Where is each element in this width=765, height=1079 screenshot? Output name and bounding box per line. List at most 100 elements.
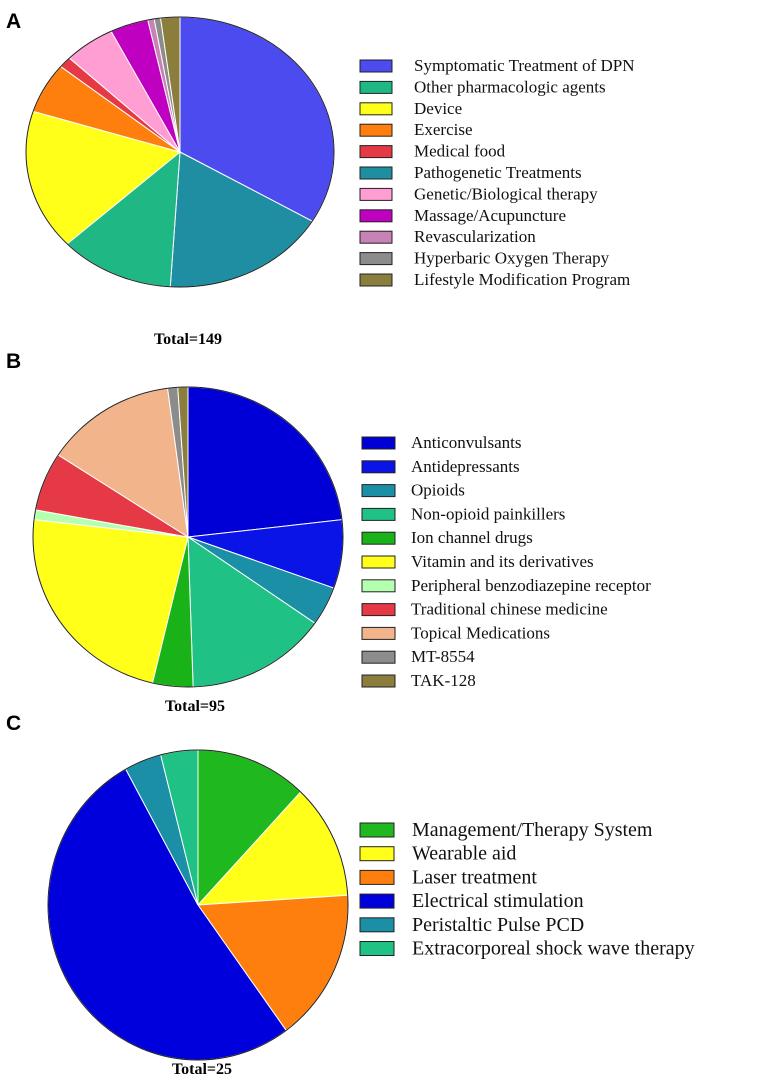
legend-swatch <box>359 869 395 885</box>
legend-b: Anticonvulsants Antidepressants Opioids Non… <box>361 433 651 690</box>
legend-item: Massage/Acupuncture <box>359 206 566 225</box>
legend-swatch <box>359 917 395 933</box>
legend-item: Pathogenetic Treatments <box>359 163 582 182</box>
legend-item: Exercise <box>359 120 473 139</box>
legend-swatch <box>361 650 396 664</box>
legend-swatch <box>359 80 393 94</box>
legend-label: Symptomatic Treatment of DPN <box>414 56 635 75</box>
legend-item: Ion channel drugs <box>361 528 533 547</box>
legend-swatch <box>359 252 393 266</box>
legend-label: Topical Medications <box>411 623 550 642</box>
legend-swatch <box>361 603 396 617</box>
legend-item: Peripheral benzodiazepine receptor <box>361 576 651 595</box>
legend-swatch <box>361 460 396 474</box>
legend-item: Wearable aid <box>359 843 516 865</box>
legend-swatch <box>359 166 393 180</box>
legend-label: Lifestyle Modification Program <box>414 270 630 289</box>
legend-swatch <box>361 436 396 450</box>
legend-a: Symptomatic Treatment of DPN Other pharma… <box>359 56 635 289</box>
legend-label: Anticonvulsants <box>411 433 522 452</box>
legend-item: Medical food <box>359 142 506 161</box>
legend-item: TAK-128 <box>361 671 476 690</box>
legend-swatch <box>359 941 395 956</box>
legend-item: Other pharmacologic agents <box>359 77 606 96</box>
legend-label: Non-opioid painkillers <box>411 504 565 523</box>
legend-label: Electrical stimulation <box>412 890 584 912</box>
legend-item: Symptomatic Treatment of DPN <box>359 56 635 75</box>
legend-item: Management/Therapy System <box>359 819 653 841</box>
legend-label: Other pharmacologic agents <box>414 77 606 96</box>
legend-label: Opioids <box>411 481 465 500</box>
legend-swatch <box>361 555 396 569</box>
pie-outline <box>47 749 349 1061</box>
legend-label: Genetic/Biological therapy <box>414 184 598 203</box>
legend-label: TAK-128 <box>411 671 476 690</box>
legend-swatch <box>361 626 396 640</box>
legend-item: Hyperbaric Oxygen Therapy <box>359 249 610 268</box>
legend-item: Traditional chinese medicine <box>361 600 608 619</box>
pie-chart-a <box>25 16 335 288</box>
total-label-c: Total=25 <box>172 1061 232 1078</box>
legend-item: Antidepressants <box>361 457 520 476</box>
legend-label: Extracorporeal shock wave therapy <box>412 938 695 960</box>
legend-swatch <box>361 507 396 521</box>
legend-label: Exercise <box>414 120 473 139</box>
legend-item: Anticonvulsants <box>361 433 522 452</box>
legend-swatch <box>359 230 393 244</box>
panel-b: B Anticonvulsants Antidepressants Opioids N… <box>6 350 651 715</box>
legend-swatch <box>361 531 396 545</box>
legend-label: Vitamin and its derivatives <box>411 552 594 571</box>
legend-swatch <box>359 893 395 909</box>
legend-swatch <box>359 822 395 838</box>
pie-outline <box>32 386 344 688</box>
total-label-a: Total=149 <box>154 331 222 348</box>
panel-a: A Symptomatic Treatment of DPN Other phar… <box>6 10 635 348</box>
legend-label: Hyperbaric Oxygen Therapy <box>414 249 610 268</box>
legend-label: Medical food <box>414 142 506 161</box>
panel-letter-c: C <box>6 712 21 735</box>
legend-label: Antidepressants <box>411 457 520 476</box>
legend-item: Non-opioid painkillers <box>361 504 565 523</box>
legend-item: Peristaltic Pulse PCD <box>359 914 584 936</box>
legend-swatch <box>359 273 393 287</box>
legend-item: Vitamin and its derivatives <box>361 552 594 571</box>
legend-label: Peripheral benzodiazepine receptor <box>411 576 651 595</box>
legend-item: Lifestyle Modification Program <box>359 270 630 289</box>
total-label-b: Total=95 <box>165 698 225 715</box>
legend-item: Laser treatment <box>359 866 537 888</box>
legend-label: Massage/Acupuncture <box>414 206 566 225</box>
pie-slice-1 <box>187 386 343 538</box>
legend-label: Ion channel drugs <box>411 528 533 547</box>
legend-label: Pathogenetic Treatments <box>414 163 582 182</box>
legend-label: Management/Therapy System <box>412 819 653 841</box>
legend-swatch <box>359 102 393 116</box>
legend-item: Genetic/Biological therapy <box>359 184 598 203</box>
legend-label: Wearable aid <box>412 843 516 865</box>
legend-item: Electrical stimulation <box>359 890 584 912</box>
legend-item: Revascularization <box>359 227 536 246</box>
legend-item: MT-8554 <box>361 647 475 666</box>
legend-swatch <box>359 59 393 73</box>
legend-item: Device <box>359 99 462 118</box>
panel-letter-b: B <box>6 350 21 373</box>
legend-swatch <box>361 484 396 498</box>
legend-item: Opioids <box>361 481 465 500</box>
legend-swatch <box>359 123 393 137</box>
legend-item: Extracorporeal shock wave therapy <box>359 938 695 960</box>
panel-letter-a: A <box>6 10 21 33</box>
legend-label: Traditional chinese medicine <box>411 600 608 619</box>
legend-swatch <box>359 846 395 862</box>
legend-swatch <box>361 579 396 593</box>
pie-outline <box>25 16 335 288</box>
legend-label: Peristaltic Pulse PCD <box>412 914 584 936</box>
legend-item: Topical Medications <box>361 623 550 642</box>
legend-label: Revascularization <box>414 227 536 246</box>
legend-swatch <box>359 145 393 159</box>
legend-swatch <box>359 209 393 223</box>
legend-label: MT-8554 <box>411 647 475 666</box>
legend-label: Laser treatment <box>412 866 537 888</box>
legend-swatch <box>359 187 393 201</box>
